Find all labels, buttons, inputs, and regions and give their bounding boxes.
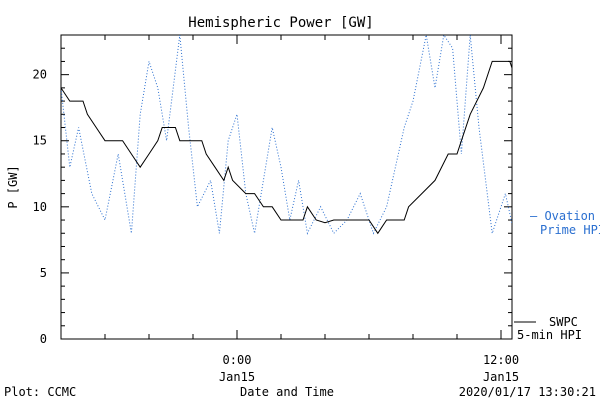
y-tick-label: 0 — [40, 332, 47, 346]
y-axis-label: P [GW] — [6, 165, 20, 208]
x-axis-label: Date and Time — [240, 385, 334, 399]
series-layer — [61, 35, 512, 235]
legend-ovation-name2: Prime HPI — [540, 223, 600, 237]
x-tick-time-label: 12:00 — [483, 353, 519, 367]
chart-title: Hemispheric Power [GW] — [188, 15, 373, 31]
legend-ovation-name: – Ovation — [530, 209, 595, 223]
y-tick-label: 5 — [40, 266, 47, 280]
x-tick-date-label: Jan15 — [219, 370, 255, 384]
plot-credit: Plot: CCMC — [4, 385, 76, 399]
legend-swpc: SWPC 5-min HPI — [514, 315, 582, 342]
legend-ovation: – Ovation Prime HPI — [530, 209, 600, 237]
legend-swpc-name: SWPC — [549, 315, 578, 329]
y-tick-label: 20 — [33, 68, 47, 82]
plot-border — [60, 34, 513, 340]
series-line-swpc — [61, 60, 512, 235]
plot-area — [60, 34, 513, 340]
x-tick-date-label: Jan15 — [483, 370, 519, 384]
x-tick-time-label: 0:00 — [223, 353, 252, 367]
y-tick-label: 15 — [33, 134, 47, 148]
series-line-ovation — [61, 35, 512, 235]
axis-ticks: 051015200:00Jan1512:00Jan150:00Jan1612:0… — [33, 34, 519, 384]
plot-timestamp: 2020/01/17 13:30:21 — [459, 385, 596, 399]
legend-swpc-name2: 5-min HPI — [517, 328, 582, 342]
y-tick-label: 10 — [33, 200, 47, 214]
